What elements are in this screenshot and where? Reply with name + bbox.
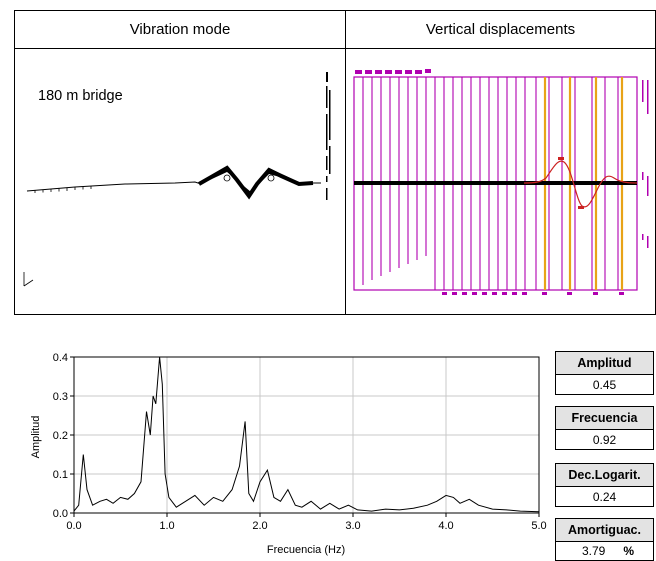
y-tick-label: 0.3: [53, 391, 68, 403]
vibration-mode-header: Vibration mode: [129, 20, 231, 38]
displacement-top-labels: [355, 69, 431, 74]
table-top-border: [14, 10, 656, 11]
axis-glyph-icon: [23, 272, 34, 287]
frecuencia-value: 0.92: [592, 432, 617, 447]
mode-shape-wave: [198, 165, 314, 200]
displacement-annotation-strip: [642, 80, 649, 248]
bridge-label: 180 m bridge: [38, 88, 123, 104]
amplitud-value: 0.45: [592, 377, 617, 392]
amplitud-label: Amplitud: [556, 352, 653, 375]
table-middle-divider: [345, 10, 346, 315]
y-tick-label: 0.4: [53, 352, 68, 364]
vibration-mode-diagram: [23, 72, 331, 287]
amplitude-spectrum-line: [73, 356, 540, 513]
x-tick-label: 4.0: [438, 520, 453, 532]
y-tick-label: 0.2: [53, 430, 68, 442]
x-tick-label: 0.0: [66, 520, 81, 532]
table-bottom-border: [14, 314, 656, 315]
x-tick-label: 2.0: [252, 520, 267, 532]
x-tick-label: 3.0: [345, 520, 360, 532]
dec-logarit-label: Dec.Logarit.: [556, 464, 653, 487]
vertical-displacements-header: Vertical displacements: [425, 20, 576, 38]
x-axis-label: Frecuencia (Hz): [267, 544, 345, 556]
frecuencia-panel: Frecuencia 0.92: [555, 406, 654, 450]
vertical-displacements-diagram: [353, 69, 649, 295]
mode-annotation-strip: [326, 72, 331, 200]
dec-logarit-value: 0.24: [592, 489, 617, 504]
frecuencia-label: Frecuencia: [556, 407, 653, 430]
amortiguac-value: 3.79: [582, 543, 606, 558]
table-header-divider: [14, 48, 656, 49]
amortiguac-label: Amortiguac.: [556, 519, 653, 542]
spectrum-chart: 0.0 0.1 0.2 0.3 0.4 0.0 1.0 2.0 3.0 4.0 5.0 Frecu…: [30, 352, 547, 556]
amortiguac-panel: Amortiguac. 3.79 %: [555, 518, 654, 561]
chart-grid: [74, 356, 539, 513]
amortiguac-unit: %: [623, 543, 635, 558]
bridge-deck-line: [26, 181, 202, 192]
y-tick-labels: 0.0 0.1 0.2 0.3 0.4: [53, 352, 74, 520]
amortiguac-value-row: 3.79 %: [556, 541, 653, 560]
table-left-border: [14, 10, 15, 315]
y-tick-label: 0.0: [53, 508, 68, 520]
x-tick-label: 1.0: [159, 520, 174, 532]
x-tick-labels: 0.0 1.0 2.0 3.0 4.0 5.0: [66, 513, 547, 532]
y-axis-label: Amplitud: [30, 416, 42, 459]
x-tick-label: 5.0: [531, 520, 546, 532]
displacement-bottom-labels: [442, 292, 624, 295]
deck-tick-marks: [34, 186, 92, 193]
y-tick-label: 0.1: [53, 469, 68, 481]
mode-shape-fill: [201, 168, 305, 198]
dec-logarit-panel: Dec.Logarit. 0.24: [555, 463, 654, 507]
amplitud-panel: Amplitud 0.45: [555, 351, 654, 395]
